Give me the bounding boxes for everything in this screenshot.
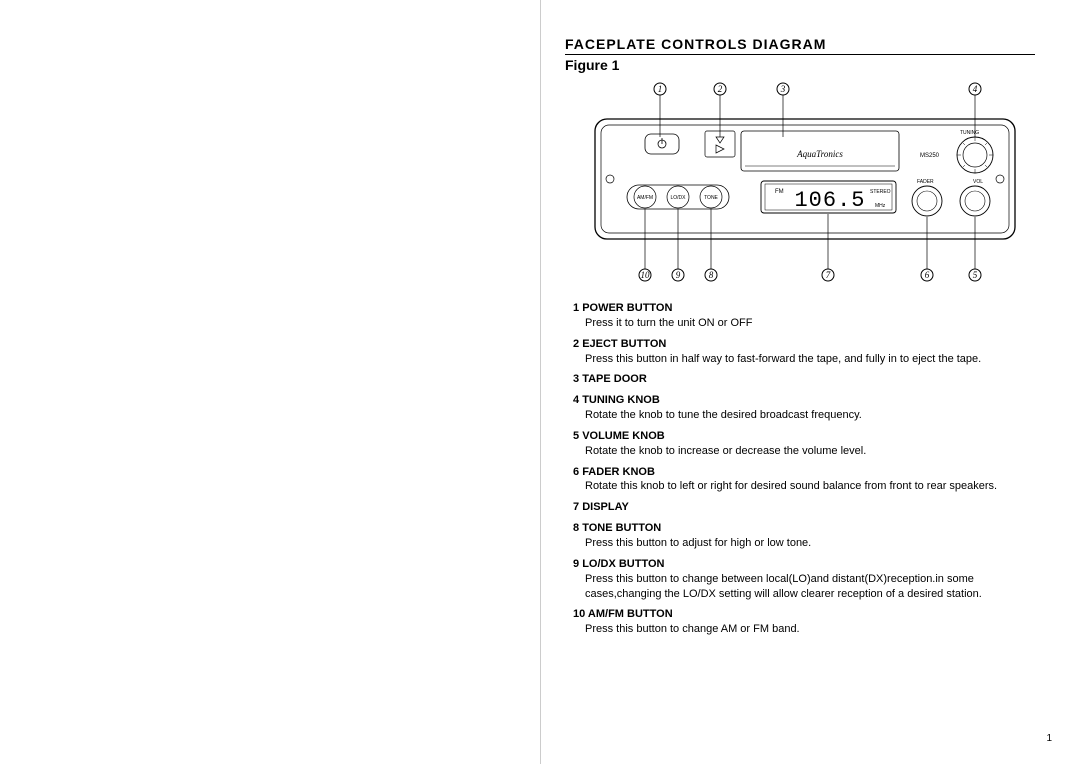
item-10: 10 AM/FM BUTTON Press this button to cha… [573,607,1035,637]
svg-text:STEREO: STEREO [870,189,891,195]
descriptions: 1 POWER BUTTON Press it to turn the unit… [565,301,1035,637]
callout-8: 8 [709,270,714,280]
faceplate-diagram: 1 2 3 4 [565,79,1035,289]
callout-4: 4 [973,84,978,94]
page-number: 1 [1046,733,1052,744]
item-6: 6 FADER KNOB Rotate this knob to left or… [573,465,1035,495]
page-divider [540,0,541,764]
callout-9: 9 [676,270,681,280]
item-3: 3 TAPE DOOR [573,372,1035,387]
tuning-knob [957,137,993,173]
fader-knob [912,186,942,216]
vol-label: VOL [973,179,983,185]
callout-7: 7 [826,270,831,280]
callout-10: 10 [641,270,651,280]
callout-2: 2 [718,84,723,94]
volume-knob [960,186,990,216]
content-column: FACEPLATE CONTROLS DIAGRAM Figure 1 1 2 … [565,36,1035,643]
title-sub: Figure 1 [565,57,1035,73]
callout-5: 5 [973,270,978,280]
item-5: 5 VOLUME KNOB Rotate the knob to increas… [573,429,1035,459]
svg-text:TONE: TONE [704,195,718,201]
title-block: FACEPLATE CONTROLS DIAGRAM [565,36,1035,55]
svg-text:FM: FM [775,189,784,195]
item-2: 2 EJECT BUTTON Press this button in half… [573,337,1035,367]
callout-6: 6 [925,270,930,280]
callout-1: 1 [658,84,663,94]
callout-3: 3 [780,84,786,94]
model-label: MS250 [920,153,940,159]
svg-text:MHz: MHz [875,203,886,209]
item-4: 4 TUNING KNOB Rotate the knob to tune th… [573,393,1035,423]
svg-text:LO/DX: LO/DX [670,195,686,201]
tuning-label: TUNING [960,130,979,136]
item-9: 9 LO/DX BUTTON Press this button to chan… [573,557,1035,602]
svg-text:AM/FM: AM/FM [637,195,653,201]
title-main: FACEPLATE CONTROLS DIAGRAM [565,36,1035,52]
fader-label: FADER [917,179,934,185]
item-1: 1 POWER BUTTON Press it to turn the unit… [573,301,1035,331]
brand-label: AquaTronics [796,149,843,159]
item-7: 7 DISPLAY [573,500,1035,515]
page: FACEPLATE CONTROLS DIAGRAM Figure 1 1 2 … [0,0,1080,764]
item-8: 8 TONE BUTTON Press this button to adjus… [573,521,1035,551]
display-value: 106.5 [794,188,865,213]
